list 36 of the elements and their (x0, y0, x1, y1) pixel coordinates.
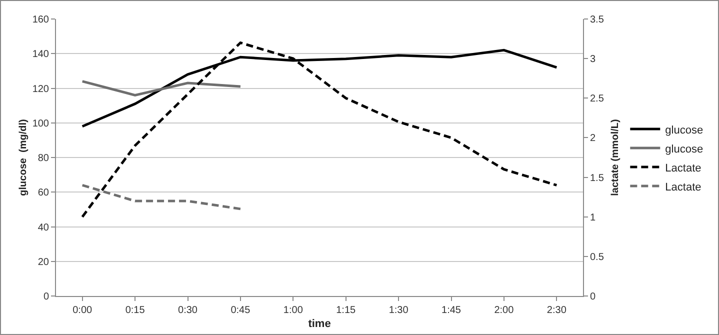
y-tick-label: 140 (32, 49, 50, 60)
legend-label: Lactate (665, 181, 702, 194)
y2-tick-label: 0 (590, 292, 596, 302)
x-tick-label: 1:45 (442, 305, 462, 316)
line-series (81, 41, 558, 218)
y-tick-label: 160 (32, 14, 50, 26)
y2-tick-label: 1 (590, 212, 596, 224)
y2-tick-label: 2 (590, 133, 596, 144)
y2-tick-label: 0.5 (590, 252, 604, 263)
x-tick-label: 1:00 (283, 305, 304, 316)
y-tick-label: 40 (38, 222, 50, 234)
x-tick-label: 1:15 (336, 305, 356, 316)
y-tick-label: 100 (32, 118, 50, 130)
line-series (81, 80, 242, 96)
x-tick-label: 2:30 (546, 305, 567, 316)
legend-label: glucose (665, 124, 704, 136)
legend-label: glucose (665, 143, 704, 156)
legend-label: Lactate (665, 162, 702, 174)
x-tick-label: 1:30 (388, 305, 409, 316)
y2-tick-label: 3 (590, 54, 596, 66)
y2-tick-label: 1.5 (590, 172, 604, 184)
x-tick-label: 0:00 (72, 305, 93, 316)
y2-tick-label: 3.5 (590, 14, 604, 26)
x-tick-label: 0:45 (230, 305, 251, 316)
y-tick-label: 20 (38, 256, 50, 268)
y2-axis-title: lactate (mmol/L) (610, 119, 621, 196)
y2-tick-label: 2.5 (590, 94, 604, 105)
y-tick-label: 80 (38, 153, 50, 164)
y-axis-title: glucose (mg/dl) (18, 119, 29, 196)
x-tick-label: 0:15 (125, 305, 146, 316)
y-tick-label: 0 (43, 292, 50, 302)
y-tick-label: 60 (38, 188, 50, 199)
x-tick-label: 0:30 (178, 305, 198, 316)
x-tick-label: 2:00 (494, 305, 514, 316)
y-tick-label: 120 (32, 84, 50, 95)
x-axis-title: time (308, 318, 331, 330)
